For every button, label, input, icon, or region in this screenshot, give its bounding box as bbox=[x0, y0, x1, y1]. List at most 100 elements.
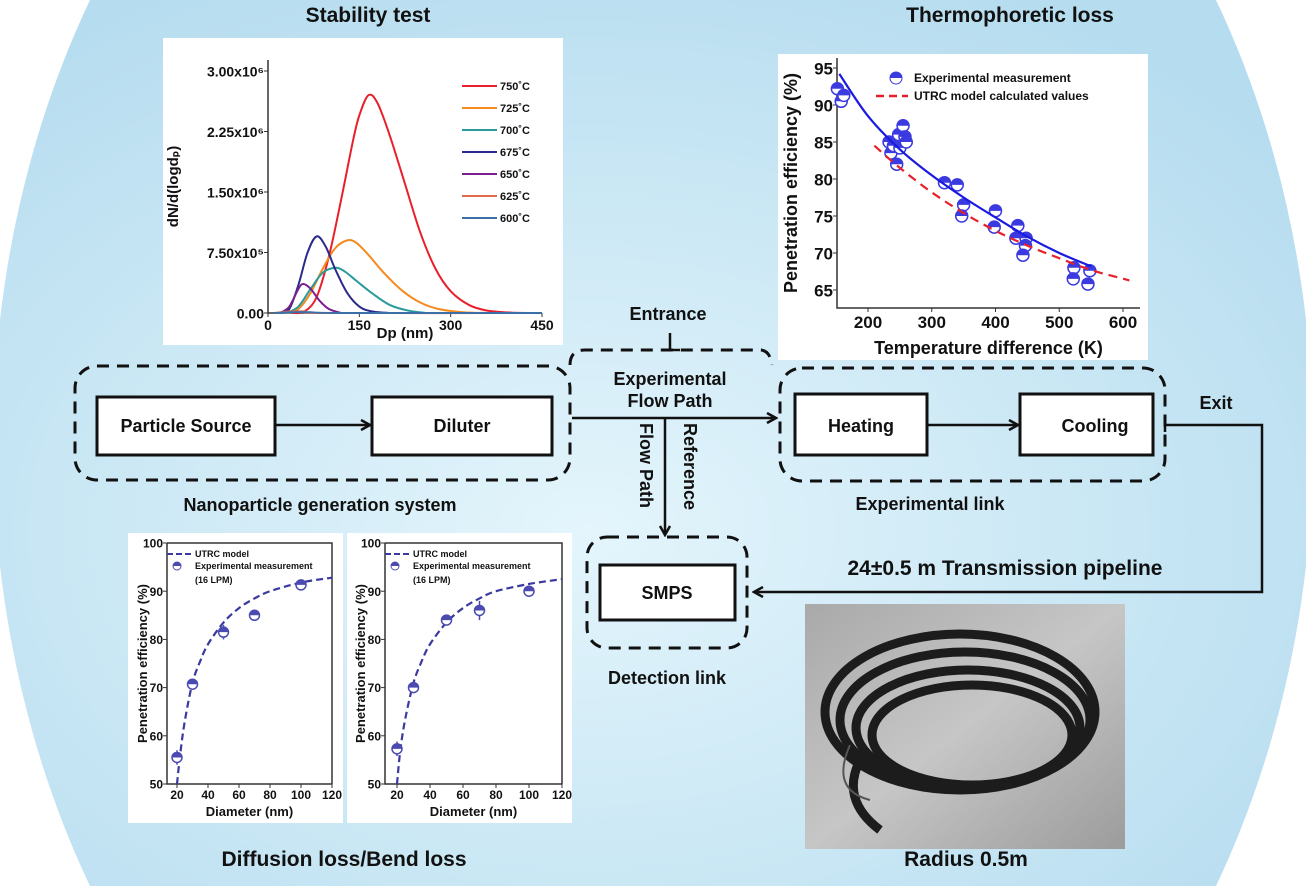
x-tick-label: 60 bbox=[232, 788, 246, 802]
smps-label: SMPS bbox=[641, 583, 692, 603]
generation-system-group bbox=[73, 364, 572, 482]
x-tick-label: 300 bbox=[439, 317, 463, 333]
diluter-box[interactable] bbox=[370, 395, 554, 457]
axis-lines bbox=[836, 58, 1140, 309]
x-tick-label: 150 bbox=[348, 317, 372, 333]
data-point-fill bbox=[249, 610, 260, 616]
legend-label: 750˚C bbox=[500, 81, 530, 93]
y-tick-label: 90 bbox=[368, 585, 382, 599]
exp-flow-label-2: Flow Path bbox=[628, 391, 713, 411]
pipeline-return-line bbox=[754, 416, 1264, 592]
x-tick-label: 40 bbox=[201, 788, 215, 802]
generation-system-label: Nanoparticle generation system bbox=[183, 495, 456, 515]
x-tick-label: 40 bbox=[423, 788, 437, 802]
entrance-label: Entrance bbox=[629, 304, 706, 324]
cooling-box[interactable] bbox=[1018, 392, 1155, 457]
particle-source-label: Particle Source bbox=[120, 416, 251, 436]
chart-2: 20 40 60 80 100 120 50 60 70 80 90 100 Diameter (nm)… bbox=[135, 537, 342, 819]
particle-source-box[interactable] bbox=[95, 395, 277, 457]
legend-label: 650˚C bbox=[500, 169, 530, 181]
y-axis-label: Penetration efficiency (%) bbox=[353, 584, 368, 743]
data-point-fill bbox=[408, 682, 419, 688]
data-point-fill bbox=[218, 627, 229, 633]
legend-label: Experimental measurement bbox=[413, 561, 531, 571]
data-point-fill bbox=[900, 136, 913, 142]
y-tick-label: 95 bbox=[814, 59, 833, 78]
legend-label: UTRC model bbox=[413, 549, 467, 559]
y-tick-label: 80 bbox=[150, 633, 164, 647]
x-tick-label: 600 bbox=[1109, 313, 1137, 332]
x-tick-label: 100 bbox=[291, 788, 311, 802]
y-tick-label: 3.00x10⁶ bbox=[207, 63, 264, 79]
x-axis-label: Diameter (nm) bbox=[206, 804, 293, 819]
legend-label-sub: (16 LPM) bbox=[195, 575, 233, 585]
data-point-fill bbox=[172, 752, 182, 758]
y-tick-label: 70 bbox=[368, 681, 382, 695]
y-tick-label: 85 bbox=[814, 133, 833, 152]
experimental-link-label: Experimental link bbox=[855, 494, 1005, 514]
thermo-title: Thermophoretic loss bbox=[906, 4, 1114, 27]
axis-frame bbox=[385, 542, 563, 784]
x-tick-label: 20 bbox=[390, 788, 404, 802]
y-tick-label: 7.50x10⁵ bbox=[207, 245, 264, 261]
y-axis-label: Penetration efficiency (%) bbox=[135, 584, 150, 743]
legend-label: 725˚C bbox=[500, 103, 530, 115]
diluter-label: Diluter bbox=[433, 416, 490, 436]
data-point-fill bbox=[392, 743, 402, 749]
y-tick-label: 0.00 bbox=[237, 305, 264, 321]
y-tick-label: 70 bbox=[150, 681, 164, 695]
y-tick-label: 1.50x10⁶ bbox=[207, 184, 264, 200]
heating-label: Heating bbox=[828, 416, 894, 436]
x-tick-label: 400 bbox=[981, 313, 1009, 332]
x-tick-label: 450 bbox=[530, 317, 554, 333]
data-point-fill bbox=[1011, 219, 1024, 226]
detection-link-group bbox=[585, 535, 749, 650]
legend-label: 625˚C bbox=[500, 191, 530, 203]
x-tick-label: 60 bbox=[456, 788, 470, 802]
legend-label: UTRC model bbox=[195, 549, 249, 559]
data-point-fill bbox=[898, 130, 911, 137]
data-point-fill bbox=[474, 605, 485, 611]
x-tick-label: 200 bbox=[854, 313, 882, 332]
series-line bbox=[395, 578, 563, 785]
legend-label: Experimental measurement bbox=[914, 71, 1071, 85]
legend-swatch-fill bbox=[391, 562, 399, 566]
data-point-fill bbox=[1067, 272, 1080, 279]
data-point-fill bbox=[831, 82, 844, 89]
stability-title: Stability test bbox=[306, 4, 431, 27]
x-tick-label: 80 bbox=[263, 788, 277, 802]
chart-0: 0 150 300 450 0.00 7.50x10⁵ 1.50x10⁶ 2.25x10⁶ 3.… bbox=[165, 60, 554, 342]
data-point-fill bbox=[1019, 239, 1032, 246]
legend-label: Experimental measurement bbox=[195, 561, 313, 571]
data-point-fill bbox=[1081, 278, 1094, 285]
legend-swatch-fill bbox=[890, 72, 902, 78]
radius-title: Radius 0.5m bbox=[904, 848, 1028, 871]
legend-label: 600˚C bbox=[500, 213, 530, 225]
y-tick-label: 60 bbox=[150, 729, 164, 743]
exit-label: Exit bbox=[1199, 393, 1232, 413]
x-tick-label: 120 bbox=[322, 788, 342, 802]
y-tick-label: 50 bbox=[150, 778, 164, 792]
legend-label: 700˚C bbox=[500, 125, 530, 137]
y-axis-label: dN/d(logdₚ) bbox=[165, 146, 182, 227]
pipeline-coil-photo bbox=[805, 604, 1125, 849]
legend-label: UTRC model calculated values bbox=[914, 89, 1089, 103]
y-tick-label: 90 bbox=[814, 96, 833, 115]
data-point-fill bbox=[989, 204, 1002, 211]
x-axis-label: Temperature difference (K) bbox=[874, 338, 1103, 358]
reference-vertical-label: Reference bbox=[680, 423, 700, 510]
data-point-fill bbox=[988, 221, 1001, 228]
smps-box[interactable] bbox=[598, 563, 737, 622]
y-axis-label: Penetration efficiency (%) bbox=[781, 73, 801, 293]
series-line bbox=[838, 73, 1092, 268]
data-point-fill bbox=[524, 586, 534, 592]
y-tick-label: 100 bbox=[143, 537, 163, 551]
legend-swatch-fill bbox=[173, 562, 181, 566]
diffusion-title: Diffusion loss/Bend loss bbox=[221, 848, 466, 871]
x-tick-label: 500 bbox=[1045, 313, 1073, 332]
pipeline-label: 24±0.5 m Transmission pipeline bbox=[848, 557, 1163, 580]
data-point-fill bbox=[897, 119, 910, 126]
data-point-fill bbox=[951, 178, 964, 185]
